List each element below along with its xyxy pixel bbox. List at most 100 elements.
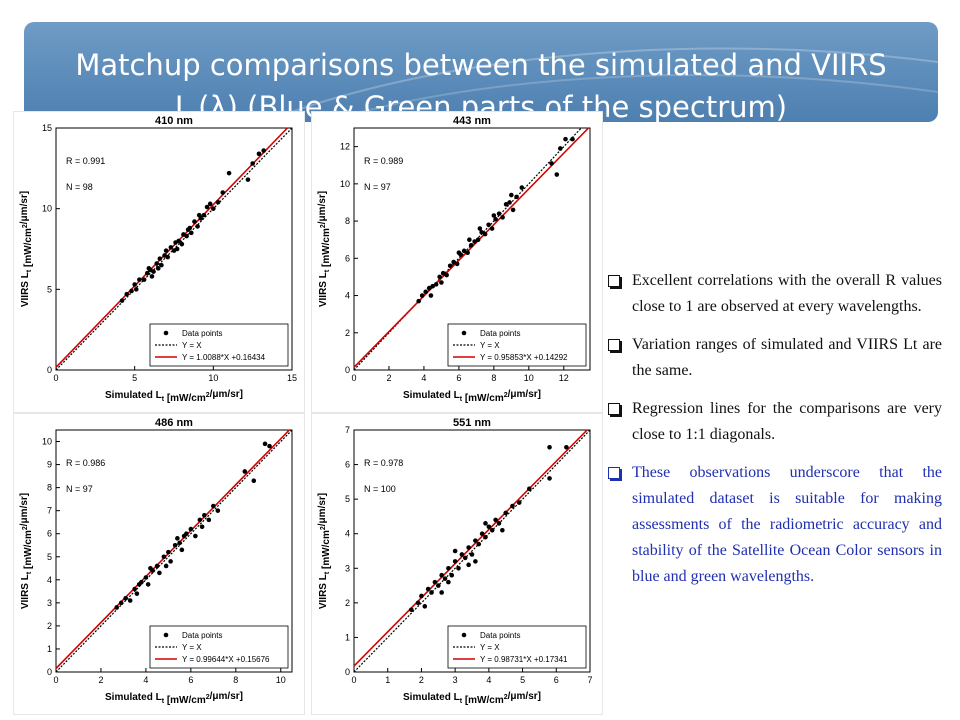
x-axis-label: Simulated Lt [mW/cm2/μm/sr]: [105, 691, 243, 706]
y-tick-label: 8: [47, 483, 52, 493]
data-point: [527, 486, 532, 492]
data-point: [211, 503, 216, 509]
data-point: [192, 219, 197, 224]
y-tick-label: 3: [47, 598, 52, 608]
data-point: [507, 200, 512, 205]
chart-panel-551: 551 nm 0 1 2 3 4 5 6 7 0 1 2 3 4 5 6 7 Simulated Lt [mW/c…: [312, 414, 602, 714]
legend-marker-points: [163, 330, 169, 336]
y-tick-label: 2: [47, 621, 52, 631]
data-point: [466, 562, 471, 568]
n-value-annotation: N = 97: [364, 182, 391, 192]
data-point: [155, 266, 161, 271]
data-point: [483, 521, 488, 526]
data-point: [129, 288, 134, 294]
x-tick-label: 7: [587, 675, 592, 685]
legend-entry: Y = 1.0088*X +0.16434: [182, 353, 266, 362]
x-tick-label: 6: [188, 675, 193, 685]
data-point: [154, 261, 159, 266]
legend-entry: Data points: [480, 329, 520, 338]
finding-text: Regression lines for the comparisons are…: [632, 400, 942, 443]
x-tick-label: 6: [456, 373, 461, 383]
y-tick-label: 0: [47, 667, 52, 677]
y-axis-label: VIIRS Lt [mW/cm2/μm/sr]: [317, 493, 332, 609]
data-point: [204, 204, 210, 210]
data-point: [435, 583, 441, 588]
y-axis-label: VIIRS Lt [mW/cm2/μm/sr]: [19, 493, 34, 609]
data-point: [456, 565, 461, 571]
legend-marker-points: [461, 632, 467, 638]
data-point: [489, 226, 495, 231]
data-point: [454, 261, 460, 267]
data-point: [432, 579, 438, 585]
data-point: [547, 476, 552, 481]
data-point: [154, 563, 160, 569]
x-tick-label: 2: [386, 373, 391, 383]
y-tick-label: 4: [345, 291, 350, 301]
data-point: [477, 226, 483, 231]
data-point: [468, 242, 474, 248]
y-tick-label: 6: [345, 253, 350, 263]
scatter-chart-551: 551 nm 0 1 2 3 4 5 6 7 0 1 2 3 4 5 6 7 Simulated Lt [mW/c…: [317, 417, 593, 706]
data-point: [166, 549, 171, 555]
data-point: [184, 233, 189, 239]
data-point: [483, 534, 488, 540]
data-point: [201, 212, 207, 218]
data-point: [446, 579, 451, 585]
data-point: [193, 533, 198, 539]
data-point: [466, 545, 471, 550]
data-point: [570, 136, 575, 142]
chart-panel-486: 486 nm 0 2 4 6 8 10 0 1 2 3 4 5 6 7 8 9 10 Simulated Lt [m…: [14, 414, 304, 714]
legend-entry: Y = X: [182, 341, 202, 350]
finding-text: Variation ranges of simulated and VIIRS …: [632, 336, 942, 379]
data-point: [144, 270, 150, 276]
data-point: [143, 575, 149, 580]
data-point: [207, 201, 213, 207]
regression-line: [353, 127, 590, 368]
data-point: [500, 527, 505, 533]
y-tick-label: 15: [42, 123, 52, 133]
data-point: [134, 591, 140, 596]
data-point: [462, 555, 468, 561]
x-tick-label: 10: [208, 373, 218, 383]
data-point: [473, 559, 478, 564]
data-point: [215, 199, 221, 205]
data-point: [416, 298, 421, 304]
data-point: [163, 563, 169, 569]
data-point: [256, 151, 262, 157]
data-point: [549, 161, 554, 166]
data-point: [176, 238, 182, 244]
data-point: [149, 274, 155, 279]
data-point: [132, 282, 137, 287]
data-point: [137, 277, 142, 282]
data-point: [510, 207, 516, 213]
x-tick-label: 2: [419, 675, 424, 685]
legend-entry: Data points: [182, 631, 222, 640]
data-point: [469, 552, 475, 557]
finding-item: Regression lines for the comparisons are…: [608, 396, 942, 448]
data-point: [449, 572, 455, 578]
finding-text: Excellent correlations with the overall …: [632, 272, 942, 315]
legend-entry: Y = 0.95853*X +0.14292: [480, 353, 568, 362]
data-point: [172, 542, 178, 548]
data-point: [452, 559, 458, 564]
y-axis-label: VIIRS Lt [mW/cm2/μm/sr]: [317, 191, 332, 307]
legend-marker-points: [461, 330, 467, 336]
chart-panel-443: 443 nm 0 2 4 6 8 10 12 0 2 4 6 8 10 12 Simulated Lt [mW…: [312, 112, 602, 412]
data-point: [415, 600, 421, 606]
data-point: [437, 274, 442, 280]
chart-title: 551 nm: [453, 417, 491, 429]
data-point: [429, 590, 434, 595]
x-tick-label: 5: [520, 675, 525, 685]
data-point: [433, 282, 439, 287]
x-tick-label: 5: [132, 373, 137, 383]
title-banner: Matchup comparisons between the simulate…: [24, 22, 938, 122]
data-point: [491, 213, 497, 218]
finding-item: These observations underscore that the s…: [608, 460, 942, 590]
x-axis-label: Simulated Lt [mW/cm2/μm/sr]: [105, 389, 243, 404]
data-point: [554, 172, 560, 177]
data-point: [206, 517, 212, 523]
n-value-annotation: N = 98: [66, 182, 93, 192]
data-point: [422, 604, 428, 609]
x-tick-label: 0: [53, 675, 58, 685]
data-point: [124, 291, 130, 297]
